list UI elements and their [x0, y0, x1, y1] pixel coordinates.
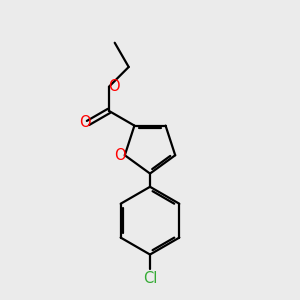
Text: Cl: Cl — [143, 271, 157, 286]
Text: O: O — [115, 148, 126, 163]
Text: O: O — [108, 79, 120, 94]
Text: O: O — [79, 116, 90, 130]
